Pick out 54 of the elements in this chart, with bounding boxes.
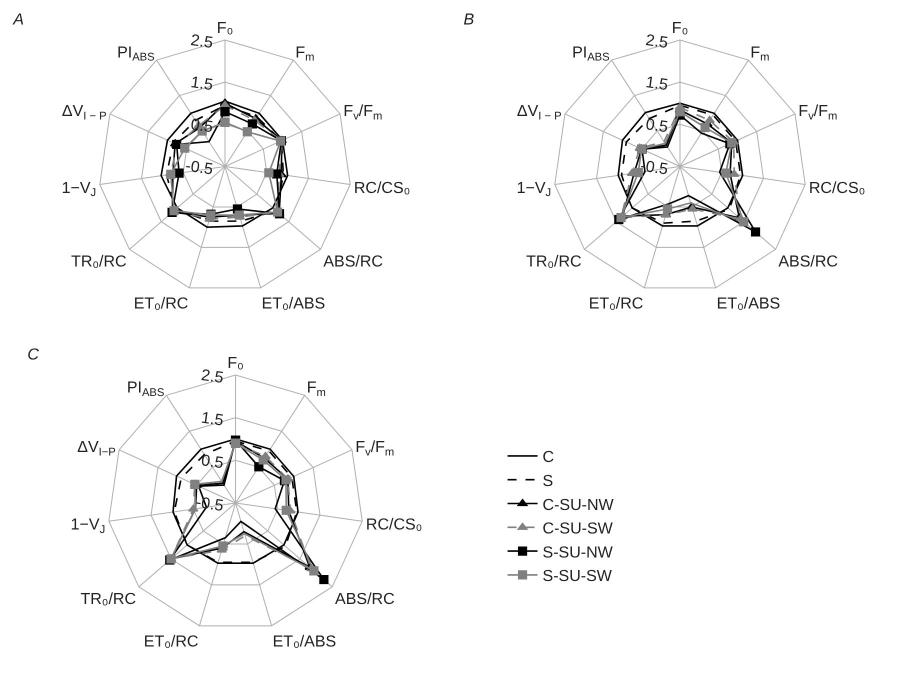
spoke-label: 1−V$_{J}$ [62, 180, 96, 200]
spoke-label: PI$_{ABS}$ [572, 44, 610, 64]
spoke-label: ET₀/RC [588, 295, 644, 312]
y-tick-label: -0.5 [184, 158, 214, 178]
chart-title: A [12, 12, 24, 29]
legend-label: C-SU-SW [542, 520, 614, 538]
y-tick-label: 2.5 [190, 32, 214, 52]
chart-title: C [27, 346, 40, 364]
y-tick-label: 0.5 [644, 116, 670, 136]
y-tick-label: -0.5 [639, 158, 670, 178]
spoke-label: ET₀/ABS [262, 295, 326, 312]
y-tick-label: 0.5 [190, 116, 214, 136]
spoke-label: PI$_{ABS}$ [126, 380, 164, 399]
legend-label: C [542, 449, 554, 466]
spoke-label: F$_{v}$/F$_{m}$ [343, 103, 382, 123]
legend-label: S-SU-NW [542, 544, 614, 562]
y-tick-label: -0.5 [194, 494, 225, 515]
spoke-label: PI$_{ABS}$ [117, 44, 155, 64]
spoke-label: RC/CS₀ [354, 180, 410, 197]
spoke-label: ABS/RC [778, 253, 838, 270]
y-tick-label: 1.5 [644, 74, 670, 94]
spoke-label: ET₀/RC [144, 633, 198, 650]
spoke-label: 1−V$_{J}$ [516, 180, 552, 200]
spoke-label: RC/CS₀ [366, 516, 422, 534]
y-tick-label: 2.5 [200, 366, 225, 387]
spoke-label: F₀ [672, 20, 688, 38]
legend-label: S [542, 472, 554, 490]
spoke-label: F$_{m}$ [750, 44, 770, 64]
spoke-label: ET₀/ABS [716, 295, 780, 312]
spoke-label: ET₀/RC [134, 295, 188, 312]
spoke-label: TR₀/RC [71, 253, 127, 270]
spoke-label: F$_{m}$ [306, 380, 326, 399]
spoke-label: RC/CS₀ [808, 180, 866, 197]
spoke-label: TR₀/RC [526, 253, 582, 270]
legend-label: C-SU-NW [542, 496, 615, 514]
spoke-label: F₀ [227, 355, 244, 372]
chart-title: B [464, 12, 474, 29]
spoke-label: F$_{m}$ [295, 44, 314, 64]
y-tick-label: 1.5 [200, 410, 225, 430]
spoke-label: ABS/RC [335, 590, 395, 608]
spoke-label: ΔV$_{I−P}$ [77, 439, 116, 458]
y-tick-label: 2.5 [644, 32, 670, 52]
y-tick-label: 1.5 [190, 74, 214, 94]
spoke-label: F$_{v}$/F$_{m}$ [355, 439, 394, 458]
spoke-label: F₀ [216, 20, 234, 38]
y-tick-label: 0.5 [200, 452, 225, 472]
legend-label: S-SU-SW [542, 568, 613, 586]
spoke-label: TR₀/RC [80, 590, 136, 608]
spoke-label: ΔV$_{I − P}$ [62, 103, 107, 123]
spoke-label: ABS/RC [323, 253, 383, 270]
spoke-label: ΔV$_{I − P}$ [516, 103, 562, 123]
spoke-label: ET₀/ABS [272, 633, 336, 650]
spoke-label: 1−V$_{J}$ [70, 516, 106, 536]
spoke-label: F$_{v}$/F$_{m}$ [798, 103, 838, 123]
